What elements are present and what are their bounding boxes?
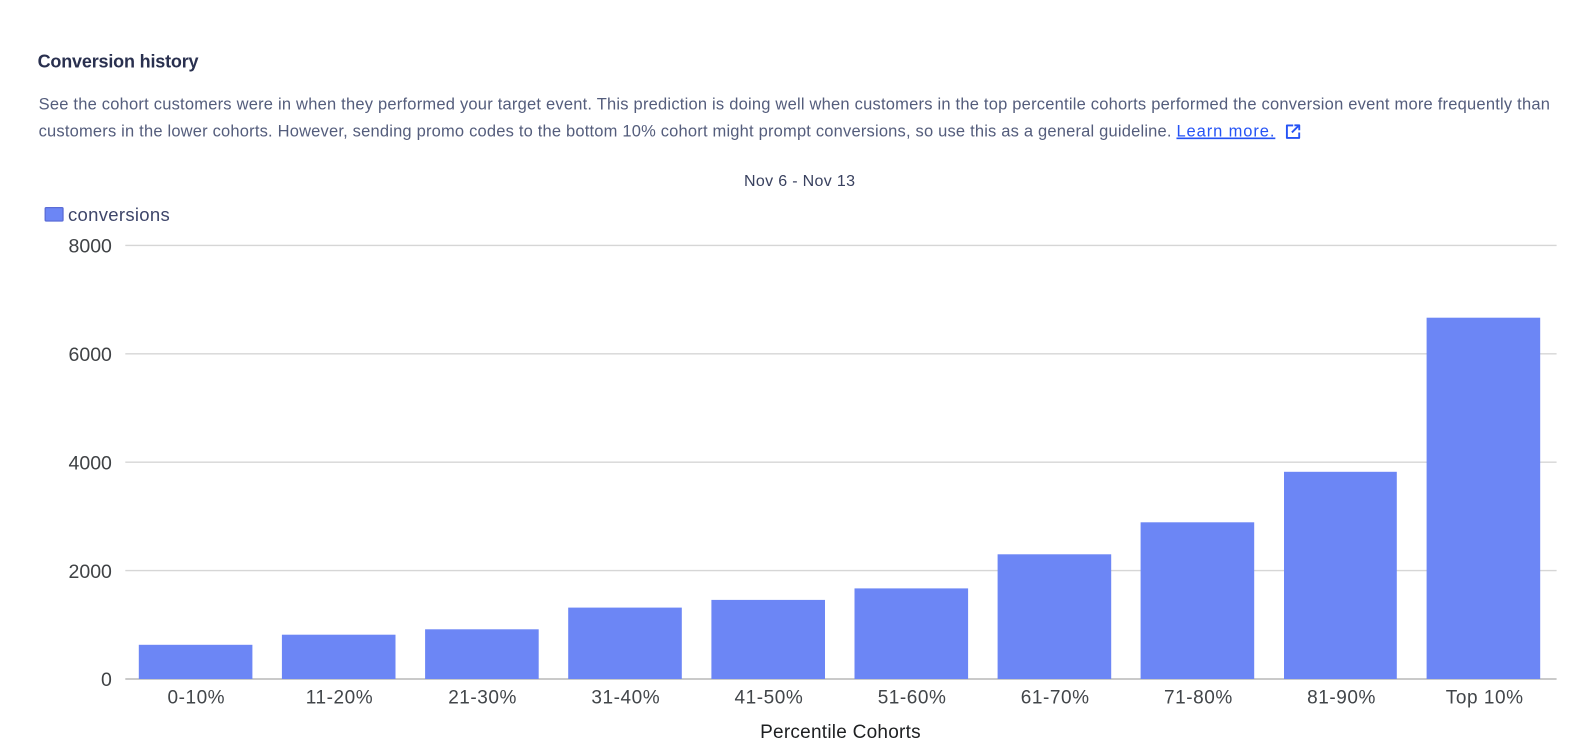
svg-text:Percentile Cohorts: Percentile Cohorts (760, 722, 921, 741)
svg-text:Nov 6 - Nov 13: Nov 6 - Nov 13 (744, 173, 855, 190)
svg-text:81-90%: 81-90% (1307, 688, 1376, 709)
svg-text:customers in the lower cohorts: customers in the lower cohorts. However,… (39, 123, 1276, 141)
svg-text:41-50%: 41-50% (735, 688, 804, 709)
svg-text:4000: 4000 (69, 452, 113, 474)
svg-text:Conversion history: Conversion history (38, 52, 199, 72)
svg-text:conversions: conversions (68, 204, 170, 225)
svg-text:11-20%: 11-20% (306, 688, 373, 709)
svg-text:71-80%: 71-80% (1164, 688, 1233, 709)
svg-text:6000: 6000 (69, 344, 113, 366)
svg-text:0-10%: 0-10% (167, 688, 225, 709)
svg-text:51-60%: 51-60% (878, 688, 947, 709)
svg-text:8000: 8000 (69, 236, 113, 258)
svg-text:61-70%: 61-70% (1021, 688, 1090, 709)
svg-text:31-40%: 31-40% (591, 688, 660, 709)
svg-text:21-30%: 21-30% (448, 688, 517, 709)
svg-text:Top 10%: Top 10% (1446, 688, 1524, 709)
svg-text:2000: 2000 (69, 561, 113, 583)
svg-text:See the cohort customers were: See the cohort customers were in when th… (39, 95, 1551, 113)
svg-text:0: 0 (101, 669, 112, 691)
